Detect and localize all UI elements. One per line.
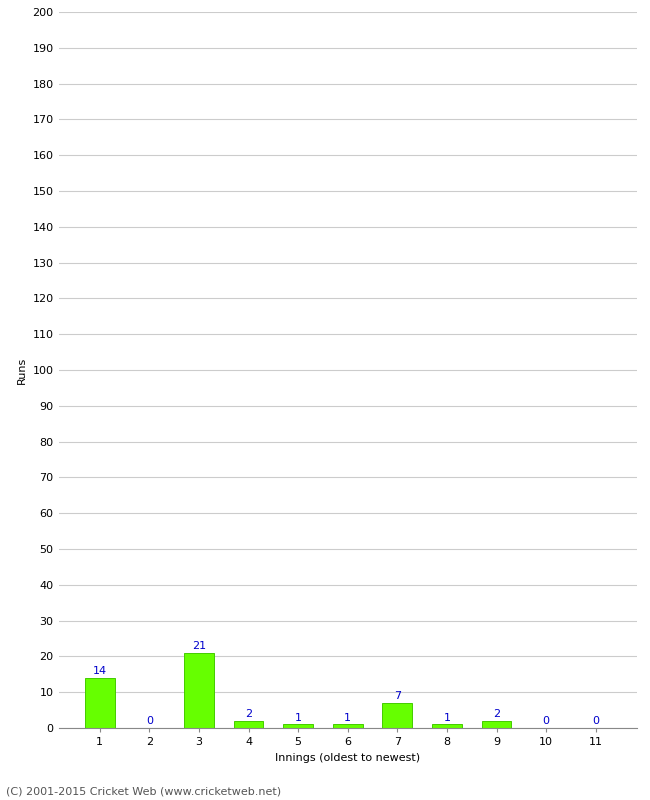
Bar	[432, 725, 462, 728]
Text: (C) 2001-2015 Cricket Web (www.cricketweb.net): (C) 2001-2015 Cricket Web (www.cricketwe…	[6, 786, 281, 796]
Text: 1: 1	[443, 713, 450, 722]
Bar	[333, 725, 363, 728]
Text: 0: 0	[146, 716, 153, 726]
Text: 0: 0	[592, 716, 599, 726]
Text: 0: 0	[543, 716, 550, 726]
Bar	[84, 678, 114, 728]
Text: 2: 2	[245, 709, 252, 719]
Text: 14: 14	[92, 666, 107, 676]
Bar	[283, 725, 313, 728]
Bar	[482, 721, 512, 728]
Text: 7: 7	[394, 691, 401, 701]
Text: 1: 1	[294, 713, 302, 722]
X-axis label: Innings (oldest to newest): Innings (oldest to newest)	[275, 753, 421, 762]
Bar	[184, 653, 214, 728]
Text: 21: 21	[192, 641, 206, 651]
Bar	[233, 721, 263, 728]
Y-axis label: Runs: Runs	[17, 356, 27, 384]
Bar	[382, 703, 412, 728]
Text: 1: 1	[344, 713, 351, 722]
Text: 2: 2	[493, 709, 500, 719]
